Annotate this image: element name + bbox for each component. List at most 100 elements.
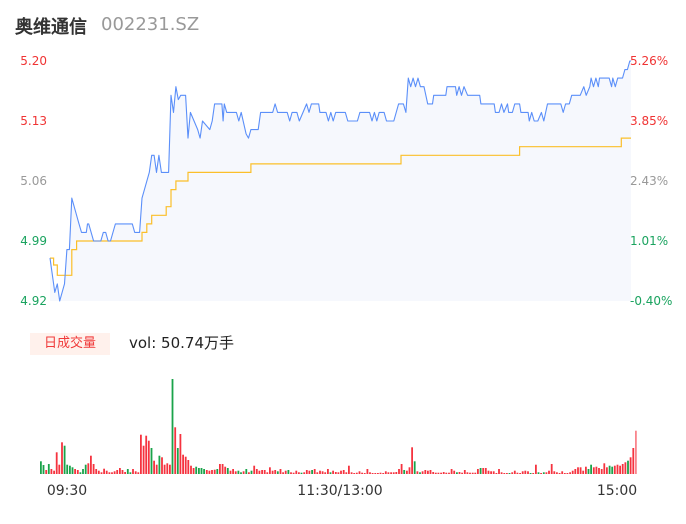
volume-bar — [258, 470, 261, 474]
y-tick-label-left: 5.20 — [20, 54, 47, 68]
volume-bar — [58, 464, 61, 474]
volume-total: vol: 50.74万手 — [129, 334, 234, 352]
volume-bar — [582, 470, 585, 474]
volume-bar — [321, 471, 324, 474]
y-tick-label-left: 5.13 — [20, 114, 47, 128]
volume-bar — [287, 470, 290, 474]
volume-bar — [192, 468, 195, 474]
volume-bar — [408, 467, 411, 474]
volume-bar — [116, 470, 119, 474]
stock-name: 奥维通信 — [15, 17, 87, 38]
volume-bar — [382, 473, 385, 474]
volume-bar — [221, 464, 224, 474]
volume-bar — [279, 469, 282, 474]
volume-bar — [434, 472, 437, 474]
price-area — [50, 61, 631, 301]
y-tick-label-right: 3.85% — [630, 114, 668, 128]
volume-bar — [366, 469, 369, 474]
volume-bar — [532, 473, 535, 474]
volume-bar — [342, 470, 345, 474]
daily-volume-badge[interactable]: 日成交量 — [30, 333, 110, 355]
volume-bar — [595, 466, 598, 474]
volume-bar — [495, 473, 498, 474]
x-tick-label: 11:30/13:00 — [297, 483, 382, 499]
volume-bar — [627, 460, 629, 474]
y-tick-label-right: 5.26% — [630, 54, 668, 68]
volume-bar — [105, 470, 108, 474]
volume-bar — [271, 470, 274, 474]
volume-bar — [516, 472, 519, 474]
volume-bar — [266, 472, 269, 474]
volume-bar — [482, 468, 485, 474]
volume-bar — [111, 472, 113, 474]
volume-bar — [498, 469, 500, 474]
volume-bar — [353, 473, 356, 474]
volume-bar — [579, 467, 582, 474]
volume-bar — [216, 469, 219, 474]
volume-bar — [440, 472, 442, 474]
volume-bar — [166, 463, 169, 474]
volume-bar — [242, 471, 245, 474]
volume-bar — [240, 472, 242, 474]
volume-bar — [613, 465, 616, 474]
volume-bar — [569, 472, 571, 474]
volume-bar — [187, 460, 190, 474]
volume-bar — [348, 465, 350, 474]
volume-bar — [358, 471, 361, 474]
volume-bar — [587, 469, 590, 474]
volume-bar — [316, 472, 319, 474]
volume-bar — [308, 470, 311, 474]
volume-bar — [521, 471, 524, 474]
volume-bar — [513, 470, 516, 474]
volume-bar — [527, 471, 529, 474]
volume-bar — [448, 472, 450, 474]
volume-bar — [295, 470, 298, 474]
volume-bar — [500, 472, 503, 474]
volume-bar — [71, 467, 74, 474]
volume-bar — [432, 472, 435, 474]
volume-bar — [182, 454, 184, 474]
volume-bar — [503, 473, 506, 474]
y-tick-label-left: 5.06 — [20, 174, 47, 188]
volume-bar — [577, 467, 579, 474]
y-tick-label-right: 1.01% — [630, 234, 668, 248]
volume-bar — [374, 473, 377, 474]
volume-bar — [261, 470, 263, 474]
volume-bar — [471, 472, 474, 474]
volume-bar — [263, 470, 266, 474]
volume-bar — [63, 445, 66, 474]
volume-bar — [545, 472, 548, 474]
stock-code: 002231.SZ — [101, 14, 200, 35]
volume-bar — [103, 468, 105, 474]
volume-bar — [392, 472, 395, 474]
volume-bar — [269, 467, 271, 474]
volume-bar — [184, 456, 187, 474]
volume-bar — [90, 455, 92, 474]
y-tick-label-right: -0.40% — [630, 294, 672, 308]
volume-bar — [213, 469, 216, 474]
volume-bar — [416, 471, 419, 474]
volume-bar — [558, 473, 561, 474]
volume-bar — [205, 470, 208, 474]
volume-bar — [400, 464, 403, 474]
volume-bar — [142, 445, 145, 474]
volume-bar — [429, 470, 432, 474]
volume-bar — [298, 472, 300, 474]
volume-bar — [224, 466, 227, 474]
volume-bar — [403, 470, 406, 474]
volume-bar — [492, 471, 495, 474]
volume-bar — [169, 464, 171, 474]
volume-bar — [303, 472, 306, 474]
volume-bar — [624, 462, 627, 474]
volume-bar — [337, 472, 340, 474]
volume-bar — [537, 472, 540, 474]
volume-bar — [211, 470, 213, 474]
volume-bar — [524, 470, 527, 474]
volume-bar — [561, 471, 564, 474]
volume-bar — [226, 468, 229, 474]
volume-panel — [40, 379, 637, 474]
volume-bar — [384, 471, 387, 474]
volume-bar — [616, 464, 619, 474]
volume-bar — [574, 469, 577, 474]
